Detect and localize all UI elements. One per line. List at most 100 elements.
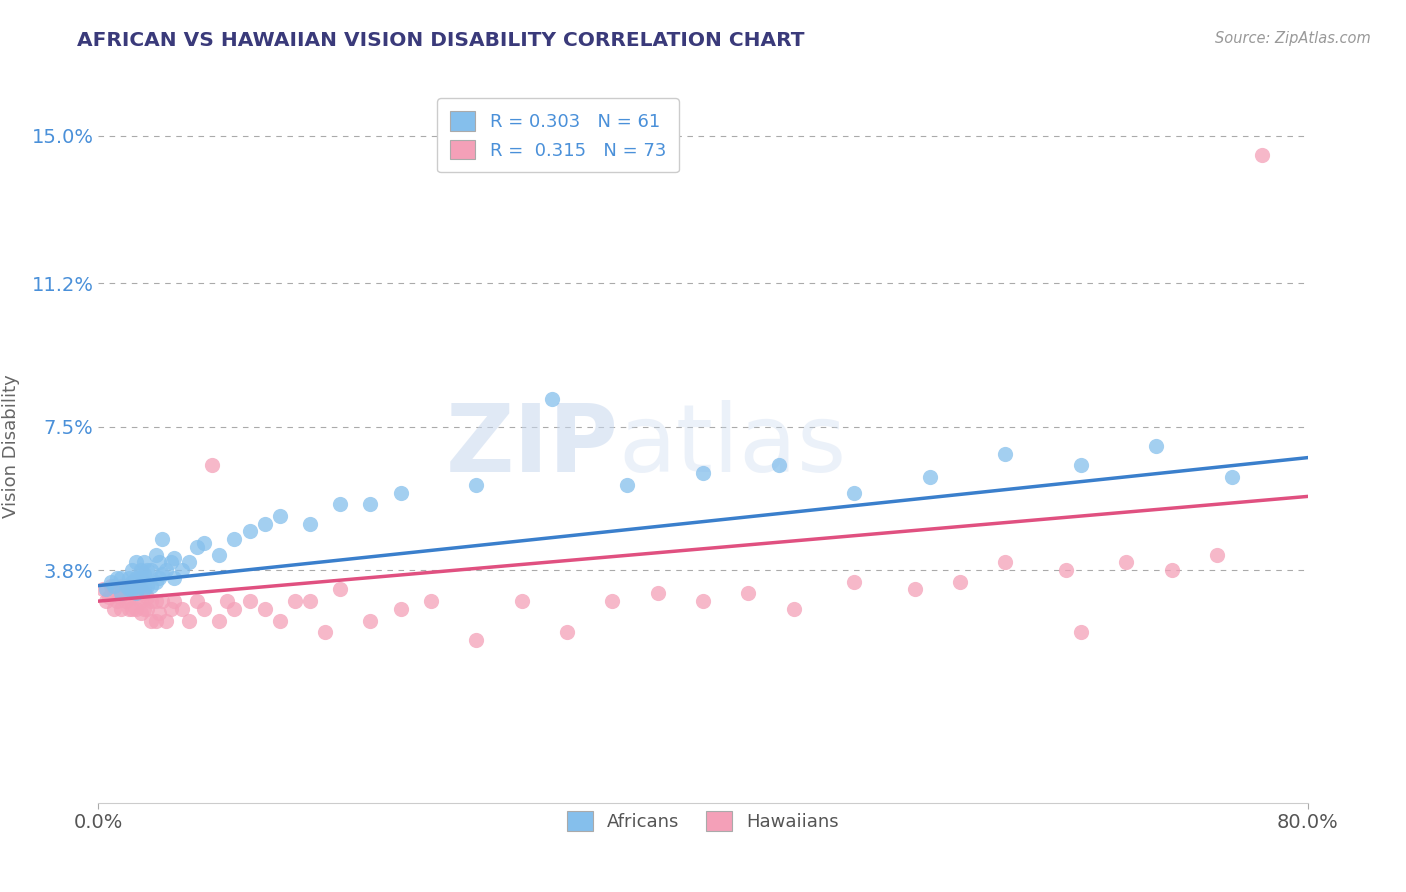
Point (114, 594, 136, 608)
Point (150, 532, 173, 546)
Point (94, 582, 117, 597)
Point (555, 625, 578, 640)
Point (155, 614, 177, 628)
Point (135, 602, 157, 616)
Point (163, 551, 186, 566)
Point (193, 602, 215, 616)
Point (420, 594, 443, 608)
Point (224, 532, 246, 546)
Point (314, 625, 336, 640)
Point (360, 497, 382, 511)
Point (170, 602, 193, 616)
Point (110, 579, 132, 593)
Point (141, 563, 163, 577)
Point (108, 591, 131, 605)
Point (163, 571, 186, 585)
Point (132, 574, 155, 589)
Point (98, 591, 121, 605)
Point (208, 614, 231, 628)
Point (1251, 148, 1274, 162)
Point (118, 591, 141, 605)
Point (103, 582, 125, 597)
Point (269, 508, 291, 523)
Point (121, 586, 143, 600)
Point (170, 563, 193, 577)
Point (768, 458, 790, 473)
Point (389, 485, 412, 500)
Point (135, 579, 157, 593)
Point (616, 477, 638, 491)
Point (150, 566, 173, 581)
Point (329, 497, 352, 511)
Point (239, 524, 262, 539)
Point (110, 586, 132, 600)
Point (110, 571, 132, 585)
Point (145, 594, 167, 608)
Point (186, 594, 208, 608)
Point (179, 614, 201, 628)
Point (904, 582, 927, 597)
Point (121, 574, 143, 589)
Point (118, 579, 141, 593)
Point (215, 594, 238, 608)
Point (125, 602, 148, 616)
Point (224, 602, 246, 616)
Point (1144, 439, 1167, 453)
Point (994, 555, 1017, 569)
Point (121, 563, 143, 577)
Point (129, 582, 152, 597)
Text: atlas: atlas (619, 400, 846, 492)
Point (1070, 458, 1092, 473)
Point (269, 614, 291, 628)
Point (103, 602, 125, 616)
Point (299, 516, 322, 531)
Point (844, 485, 866, 500)
Point (118, 602, 141, 616)
Text: ZIP: ZIP (446, 400, 619, 492)
Point (994, 447, 1017, 461)
Point (100, 574, 122, 589)
Point (284, 594, 307, 608)
Point (208, 548, 231, 562)
Point (155, 563, 177, 577)
Point (125, 586, 148, 600)
Point (118, 582, 141, 597)
Point (145, 614, 167, 628)
Point (253, 602, 276, 616)
Legend: Africans, Hawaiians: Africans, Hawaiians (554, 798, 852, 844)
Point (132, 555, 155, 569)
Point (114, 579, 136, 593)
Point (1160, 563, 1182, 577)
Point (299, 594, 322, 608)
Point (145, 548, 167, 562)
Point (129, 579, 152, 593)
Point (783, 602, 806, 616)
Point (193, 536, 215, 550)
Point (105, 571, 128, 585)
Point (737, 586, 759, 600)
Point (132, 566, 155, 581)
Point (135, 591, 157, 605)
Point (129, 594, 152, 608)
Point (163, 594, 186, 608)
Point (100, 579, 122, 593)
Point (94, 594, 117, 608)
Point (125, 591, 148, 605)
Point (1220, 470, 1243, 484)
Point (692, 594, 714, 608)
Point (186, 540, 208, 554)
Point (103, 579, 125, 593)
Point (148, 571, 170, 585)
Point (121, 602, 143, 616)
Point (125, 571, 148, 585)
Point (114, 582, 136, 597)
Point (692, 466, 714, 480)
Point (132, 586, 155, 600)
Point (118, 571, 141, 585)
Point (141, 579, 163, 593)
Point (465, 632, 488, 647)
Point (135, 563, 157, 577)
Point (201, 458, 224, 473)
Point (129, 571, 152, 585)
Point (239, 594, 262, 608)
